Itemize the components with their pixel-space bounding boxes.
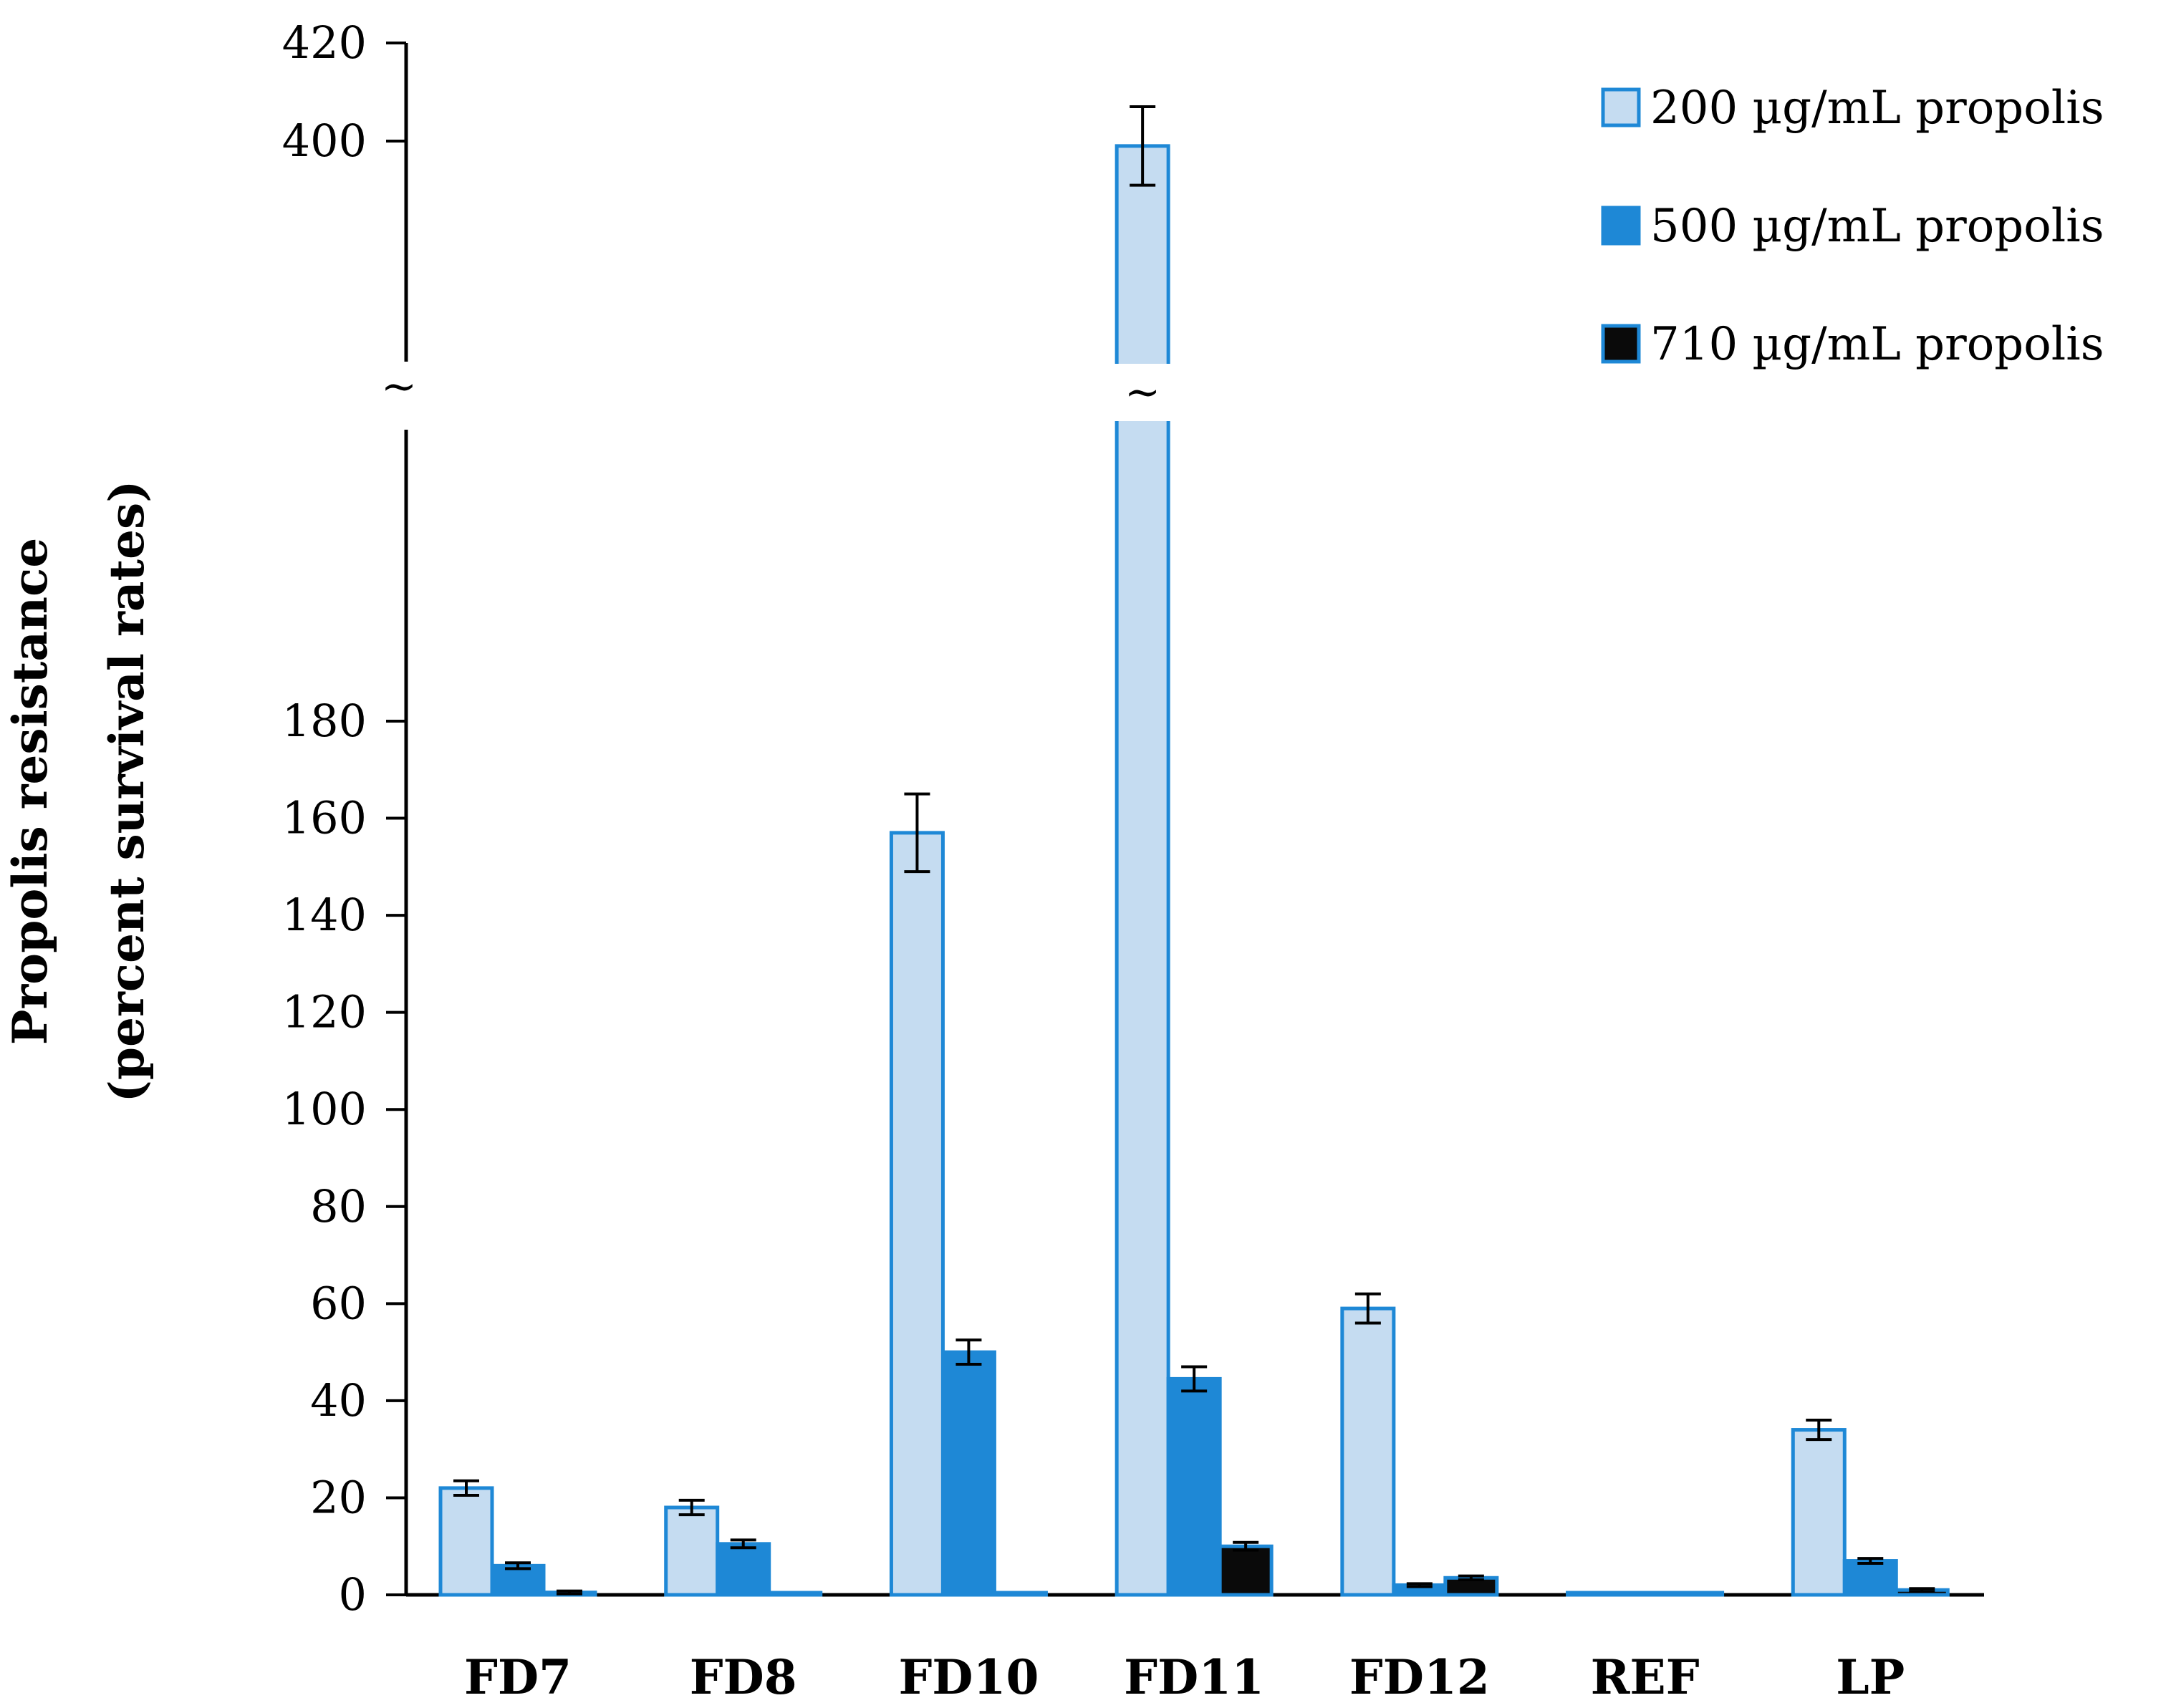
y-tick-label: 100 — [282, 1083, 367, 1135]
y-axis-title: Propolis resistance (percent survival ra… — [2, 481, 155, 1103]
bar-ref-s1 — [1566, 1591, 1622, 1597]
y-tick-label: 420 — [282, 16, 367, 69]
y-axis-title-line1: Propolis resistance — [2, 538, 58, 1045]
bar-lp-s2 — [1842, 1559, 1898, 1597]
x-tick-label-fd7: FD7 — [464, 1649, 572, 1705]
x-tick-label-fd10: FD10 — [898, 1649, 1039, 1705]
legend-swatch-1 — [1601, 87, 1641, 127]
y-tick-label: 0 — [339, 1568, 367, 1621]
y-tick-label: 60 — [310, 1277, 367, 1329]
bar-fd7-s1 — [438, 1486, 494, 1597]
legend-label-1: 200 µg/mL propolis — [1650, 82, 2104, 135]
bar-fd8-s1 — [664, 1505, 720, 1597]
bar-fd11-s1 — [1115, 144, 1170, 1597]
bar-ref-s3 — [1669, 1591, 1725, 1597]
x-tick-label-fd8: FD8 — [690, 1649, 797, 1705]
bar-fd8-s3 — [767, 1591, 823, 1597]
y-tick-label: 40 — [310, 1374, 367, 1427]
bar-fd8-s2 — [716, 1542, 771, 1597]
x-tick-labels: FD7 FD8 FD10 FD11 FD12 REF LP — [464, 1649, 1905, 1705]
y-axis-break-mark: ~ — [381, 362, 417, 412]
y-axis-title-line2: (percent survival rates) — [99, 481, 155, 1103]
bar-fd10-s2 — [940, 1350, 996, 1597]
bar-fd12-s1 — [1340, 1306, 1396, 1597]
bar-fd11-s2 — [1166, 1376, 1222, 1597]
bar-fd7-s2 — [490, 1563, 546, 1597]
y-tick-label: 20 — [310, 1471, 367, 1523]
legend-label-2: 500 µg/mL propolis — [1650, 200, 2104, 253]
bar-lp-s1 — [1791, 1428, 1847, 1597]
legend: 200 µg/mL propolis 500 µg/mL propolis 710 … — [1601, 82, 2104, 371]
error-bars — [453, 105, 1935, 1596]
legend-swatch-3 — [1601, 324, 1641, 364]
y-tick-label: 160 — [282, 792, 367, 844]
x-tick-label-fd12: FD12 — [1349, 1649, 1490, 1705]
axes: ~0 20 40 60 80 100 120 140 160 180 400 420 — [282, 16, 1984, 1621]
x-tick-label-ref: REF — [1591, 1649, 1700, 1705]
legend-label-3: 710 µg/mL propolis — [1650, 318, 2104, 371]
bar-fd10-s3 — [992, 1591, 1048, 1597]
y-tick-label: 120 — [282, 986, 367, 1038]
y-tick-label: 180 — [282, 695, 367, 747]
bar-break-gap — [1111, 364, 1175, 421]
legend-swatch-2 — [1601, 206, 1641, 246]
bar-fd10-s1 — [889, 831, 945, 1597]
bar-break-mark: ~ — [1125, 367, 1160, 418]
x-tick-label-lp: LP — [1836, 1649, 1905, 1705]
bar-fd11-s3 — [1218, 1544, 1274, 1597]
x-tick-label-fd11: FD11 — [1124, 1649, 1264, 1705]
y-tick-label: 140 — [282, 889, 367, 941]
y-tick-label: 80 — [310, 1180, 367, 1232]
y-tick-label: 400 — [282, 115, 367, 167]
bar-ref-s2 — [1617, 1591, 1673, 1597]
